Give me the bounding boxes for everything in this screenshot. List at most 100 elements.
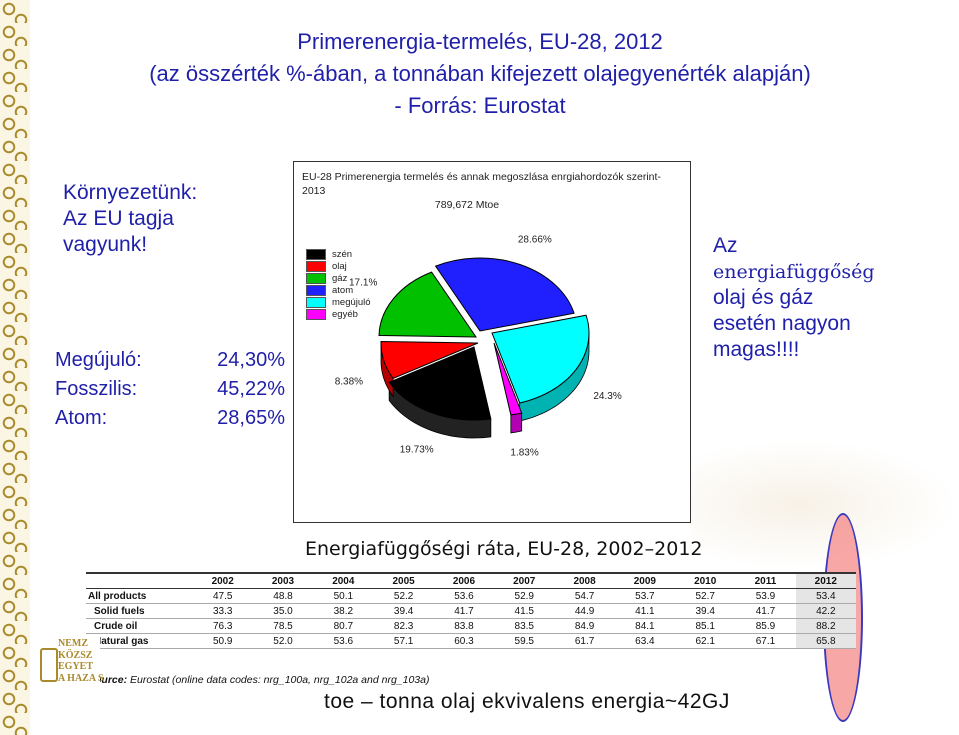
slide-title: Primerenergia-termelés, EU-28, 2012 (az … — [40, 26, 920, 122]
table-header-cell: 2009 — [633, 575, 656, 587]
dependency-table: 2002 2003 2004 2005 2006 2007 2008 2009 2010 2011… — [86, 572, 856, 649]
decorative-border — [0, 0, 30, 735]
environment-line-1: Környezetünk: — [63, 181, 198, 204]
table-row: Crude oil 76.3 78.5 80.7 82.3 83.8 83.5 84.9 84.… — [86, 618, 856, 634]
legend-label: gáz — [332, 272, 348, 284]
pie-slice-label: 1.83% — [510, 447, 538, 458]
share-value: 24,30% — [217, 349, 285, 371]
pie-slice — [491, 314, 590, 404]
legend-swatch — [306, 296, 326, 308]
table-row: Natural gas 50.9 52.0 53.6 57.1 60.3 59.5 61.7 6… — [86, 633, 856, 649]
table-cell: 59.5 — [514, 635, 534, 647]
table-header-row: 2002 2003 2004 2005 2006 2007 2008 2009 2010 2011… — [86, 573, 856, 589]
source-text: Eurostat (online data codes: nrg_100a, n… — [127, 674, 430, 686]
share-row-renewable: Megújuló: 24,30% — [55, 346, 285, 375]
pie-chart-svg: 19.73% 8.38% 17.1% 28.66% 24.3% 1.83% — [335, 235, 622, 459]
dependency-table-container: 2002 2003 2004 2005 2006 2007 2008 2009 2010 2011… — [86, 572, 856, 690]
pie-slice-label: 17.1% — [349, 278, 377, 289]
legend-swatch — [306, 272, 326, 284]
table-cell: 33.3 — [212, 605, 233, 617]
dependency-line-3: olaj és gáz — [713, 286, 814, 309]
table-cell: 80.7 — [333, 620, 354, 632]
share-label: Megújuló: — [55, 349, 142, 371]
table-cell: 84.9 — [574, 620, 595, 632]
table-cell: 41.7 — [454, 605, 474, 617]
university-logo-text: NEMZ KÖZSZ EGYET A HAZA S — [58, 638, 104, 684]
pie-slice-label: 28.66% — [518, 235, 552, 246]
table-header-cell: 2011 — [754, 575, 777, 587]
chart-subtitle: 789,672 Mtoe — [434, 199, 500, 211]
dependency-line-5: magas!!!! — [713, 338, 800, 361]
table-cell: 53.4 — [795, 588, 856, 604]
table-header-cell: 2005 — [392, 575, 415, 587]
table-header-cell: 2006 — [452, 575, 476, 587]
dependency-note: Az energiafüggőség olaj és gáz esetén na… — [713, 233, 953, 363]
legend-swatch — [306, 248, 326, 260]
table-cell: 41.5 — [514, 605, 534, 617]
table-cell: 47.5 — [212, 590, 233, 602]
table-cell: 67.1 — [755, 635, 776, 647]
table-cell: 88.2 — [795, 618, 856, 634]
table-cell: 84.1 — [635, 620, 655, 632]
legend-item: megújuló — [306, 296, 371, 308]
pie-slice-label: 24.3% — [593, 391, 621, 402]
table-header-cell: 2007 — [513, 575, 536, 587]
table-cell: 53.6 — [454, 590, 474, 602]
pie-slice — [388, 346, 492, 421]
table-cell: 44.9 — [574, 605, 595, 617]
table-cell: 50.1 — [333, 590, 354, 602]
table-header-cell: 2012 — [795, 573, 856, 589]
table-cell: 53.9 — [755, 590, 776, 602]
table-row-label: All products — [88, 590, 147, 602]
legend-item: atom — [306, 284, 371, 296]
pie-slice — [493, 342, 523, 416]
title-line-2: (az összérték %-ában, a tonnában kifejez… — [149, 61, 811, 86]
university-logo-icon — [40, 648, 58, 682]
legend-swatch — [306, 284, 326, 296]
legend-item: gáz — [306, 272, 371, 284]
decorative-watermark — [690, 440, 959, 570]
table-cell: 85.1 — [695, 620, 715, 632]
table-header-cell: 2003 — [271, 575, 295, 587]
environment-line-2: Az EU tagja — [63, 207, 174, 230]
legend-item: egyéb — [306, 308, 371, 320]
table-cell: 54.7 — [574, 590, 595, 602]
legend-label: olaj — [332, 260, 347, 272]
table-row: All products 47.5 48.8 50.1 52.2 53.6 52.9 54.7… — [86, 588, 856, 604]
table-cell: 57.1 — [393, 635, 414, 647]
title-line-3: - Forrás: Eurostat — [394, 93, 566, 118]
table-cell: 65.8 — [795, 633, 856, 649]
logo-line-4: A HAZA S — [58, 672, 104, 684]
legend-label: atom — [332, 284, 354, 296]
dependency-line-2: energiafüggőség — [713, 261, 875, 283]
pie-slice-label: 8.38% — [335, 376, 363, 387]
pie-chart: 19.73% 8.38% 17.1% 28.66% 24.3% 1.83% EU-28 P… — [293, 161, 691, 523]
table-cell: 78.5 — [273, 620, 293, 632]
table-cell: 82.3 — [393, 620, 414, 632]
dependency-line-4: esetén nagyon — [713, 312, 851, 335]
share-row-nuclear: Atom: 28,65% — [55, 404, 285, 433]
table-cell: 85.9 — [755, 620, 776, 632]
table-cell: 62.1 — [695, 635, 715, 647]
table-header-cell: 2002 — [211, 575, 234, 587]
share-label: Fosszilis: — [55, 378, 138, 400]
chart-legend: szén olaj gáz atom megújuló egyéb — [306, 248, 371, 320]
table-cell: 52.9 — [514, 590, 534, 602]
toe-definition: toe – tonna olaj ekvivalens energia~42GJ — [324, 690, 730, 713]
table-cell: 41.7 — [755, 605, 776, 617]
table-title: Energiafüggőségi ráta, EU-28, 2002–2012 — [305, 538, 703, 560]
table-cell: 52.0 — [273, 635, 293, 647]
environment-line-3: vagyunk! — [63, 233, 148, 256]
table-cell: 52.7 — [695, 590, 715, 602]
pie-slice — [380, 340, 479, 379]
legend-label: szén — [332, 248, 353, 260]
table-cell: 83.8 — [454, 620, 474, 632]
table-cell: 39.4 — [393, 605, 414, 617]
table-cell: 39.4 — [695, 605, 715, 617]
table-cell: 38.2 — [333, 605, 354, 617]
pie-slice-label: 19.73% — [400, 445, 434, 456]
dependency-line-1: Az — [713, 234, 738, 257]
share-row-fossil: Fosszilis: 45,22% — [55, 375, 285, 404]
environment-note: Környezetünk: Az EU tagja vagyunk! — [63, 180, 293, 258]
table-row-label: Natural gas — [94, 635, 149, 647]
